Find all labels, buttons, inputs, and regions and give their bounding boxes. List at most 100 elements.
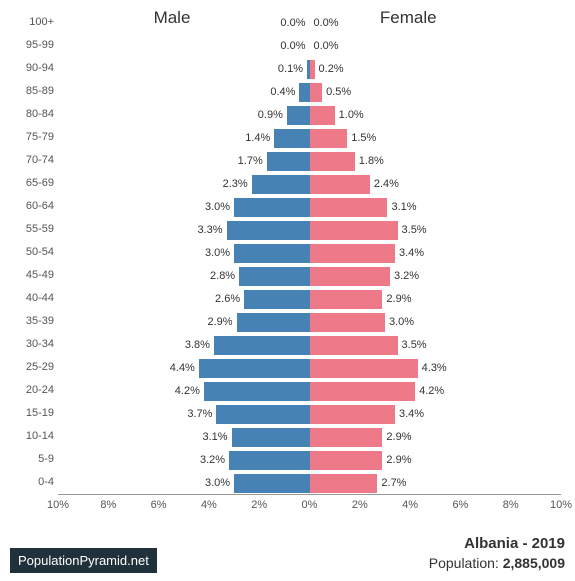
male-value: 2.9% <box>208 316 233 328</box>
male-bar <box>234 198 309 217</box>
bar-zone: 3.7%3.4% <box>58 403 561 426</box>
x-tick: 2% <box>251 499 267 511</box>
age-row: 20-24 4.2%4.2% <box>10 380 565 403</box>
pyramid-rows: 100+0.0%0.0%95-990.0%0.0%90-940.1%0.2%85… <box>10 12 565 495</box>
age-row: 10-14 3.1% 2.9% <box>10 426 565 449</box>
bar-zone: 4.2%4.2% <box>58 380 561 403</box>
male-value: 3.8% <box>185 339 210 351</box>
male-bar <box>229 451 309 470</box>
female-bar <box>310 60 315 79</box>
male-bar <box>204 382 310 401</box>
male-value: 1.4% <box>245 132 270 144</box>
x-tick: 6% <box>151 499 167 511</box>
bar-zone: 3.0%2.7% <box>58 472 561 495</box>
age-label: 70-74 <box>10 154 54 166</box>
bar-zone: 3.8%3.5% <box>58 334 561 357</box>
bar-zone: 3.2% 2.9% <box>58 449 561 472</box>
age-label: 45-49 <box>10 269 54 281</box>
age-label: 25-29 <box>10 361 54 373</box>
male-value: 3.2% <box>200 454 225 466</box>
male-bar <box>216 405 309 424</box>
male-bar <box>287 106 310 125</box>
male-value: 4.2% <box>175 385 200 397</box>
female-bar <box>310 152 355 171</box>
x-tick: 6% <box>452 499 468 511</box>
male-value: 3.1% <box>202 431 227 443</box>
male-value: 2.3% <box>223 178 248 190</box>
female-bar <box>310 83 323 102</box>
female-value: 1.5% <box>351 132 376 144</box>
female-bar <box>310 451 383 470</box>
female-value: 3.0% <box>389 316 414 328</box>
female-bar <box>310 129 348 148</box>
female-bar <box>310 175 370 194</box>
female-bar <box>310 198 388 217</box>
x-tick: 10% <box>47 499 69 511</box>
male-bar <box>237 313 310 332</box>
female-value: 0.5% <box>326 86 351 98</box>
bar-zone: 0.1%0.2% <box>58 58 561 81</box>
female-bar <box>310 267 390 286</box>
chart-area: Male Female 100+0.0%0.0%95-990.0%0.0%90-… <box>10 8 565 518</box>
age-row: 95-990.0%0.0% <box>10 35 565 58</box>
age-row: 45-492.8%3.2% <box>10 265 565 288</box>
age-row: 100+ 0.0% 0.0% <box>10 12 565 35</box>
female-bar <box>310 106 335 125</box>
x-tick: 10% <box>550 499 572 511</box>
age-label: 20-24 <box>10 384 54 396</box>
age-label: 10-14 <box>10 430 54 442</box>
female-bar <box>310 290 383 309</box>
age-row: 55-593.3%3.5% <box>10 219 565 242</box>
female-value: 2.9% <box>386 293 411 305</box>
source-badge[interactable]: PopulationPyramid.net <box>10 548 157 573</box>
male-value: 3.0% <box>205 477 230 489</box>
footer: PopulationPyramid.net Albania - 2019 Pop… <box>10 534 565 573</box>
age-label: 0-4 <box>10 476 54 488</box>
bar-zone: 4.4%4.3% <box>58 357 561 380</box>
x-tick: 2% <box>352 499 368 511</box>
age-label: 35-39 <box>10 315 54 327</box>
female-bar <box>310 405 396 424</box>
x-axis: 10%8%6%4%2%0%2%4%6%8%10% <box>58 494 561 518</box>
female-bar <box>310 382 416 401</box>
age-label: 65-69 <box>10 177 54 189</box>
male-bar <box>299 83 309 102</box>
bar-zone: 0.4%0.5% <box>58 81 561 104</box>
female-value: 2.9% <box>386 431 411 443</box>
x-tick: 8% <box>503 499 519 511</box>
female-value: 1.0% <box>339 109 364 121</box>
male-value: 0.0% <box>280 17 305 29</box>
age-row: 25-29 4.4%4.3% <box>10 357 565 380</box>
bar-zone: 2.3% 2.4% <box>58 173 561 196</box>
male-value: 2.8% <box>210 270 235 282</box>
bar-zone: 0.0% 0.0% <box>58 12 561 35</box>
pyramid-chart-container: Male Female 100+0.0%0.0%95-990.0%0.0%90-… <box>0 0 575 581</box>
bar-zone: 3.0%3.1% <box>58 196 561 219</box>
male-value: 0.1% <box>278 63 303 75</box>
bar-zone: 3.1% 2.9% <box>58 426 561 449</box>
country-year: Albania - 2019 <box>464 535 565 552</box>
age-row: 50-543.0%3.4% <box>10 242 565 265</box>
age-row: 15-19 3.7%3.4% <box>10 403 565 426</box>
age-row: 65-69 2.3% 2.4% <box>10 173 565 196</box>
x-tick: 0% <box>302 499 318 511</box>
bar-zone: 3.3%3.5% <box>58 219 561 242</box>
age-row: 60-643.0%3.1% <box>10 196 565 219</box>
female-value: 2.9% <box>386 454 411 466</box>
age-label: 100+ <box>10 16 54 28</box>
age-label: 15-19 <box>10 407 54 419</box>
female-bar <box>310 336 398 355</box>
age-label: 40-44 <box>10 292 54 304</box>
male-bar <box>274 129 309 148</box>
bar-zone: 2.9% 3.0% <box>58 311 561 334</box>
female-value: 1.8% <box>359 155 384 167</box>
female-value: 2.4% <box>374 178 399 190</box>
age-label: 5-9 <box>10 453 54 465</box>
age-row: 30-343.8%3.5% <box>10 334 565 357</box>
bar-zone: 0.0%0.0% <box>58 35 561 58</box>
male-value: 3.7% <box>187 408 212 420</box>
female-bar <box>310 313 385 332</box>
male-value: 0.0% <box>280 40 305 52</box>
age-row: 70-741.7%1.8% <box>10 150 565 173</box>
female-value: 0.0% <box>314 17 339 29</box>
